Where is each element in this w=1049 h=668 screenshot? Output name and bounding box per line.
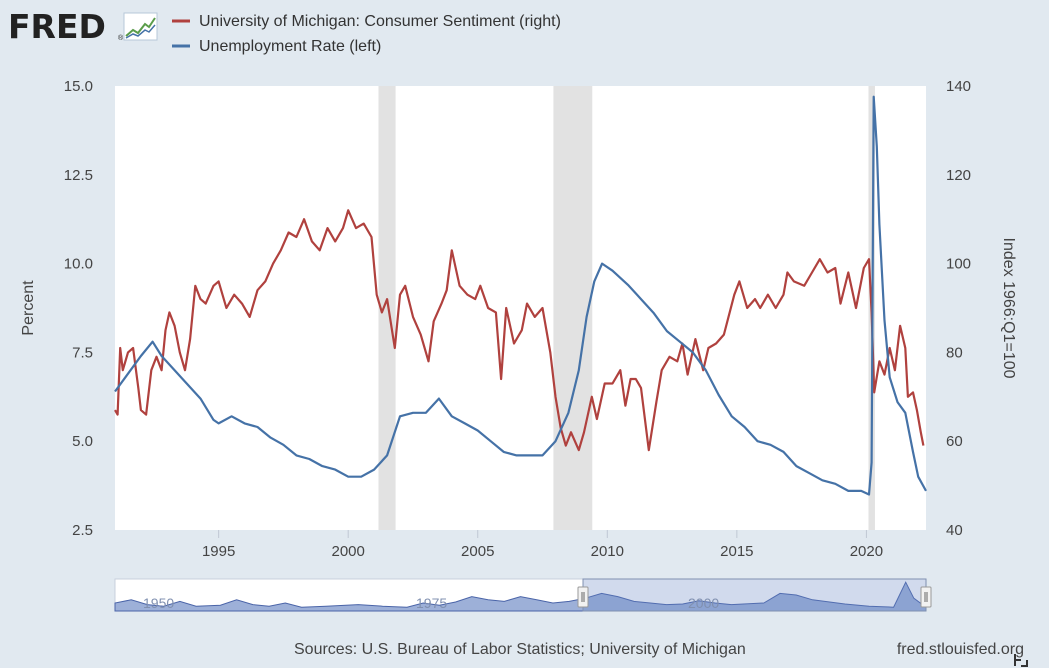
- navigator-selection[interactable]: [582, 578, 927, 612]
- trend-chart-icon: [123, 12, 158, 41]
- y-right-tick-label: 140: [946, 78, 971, 95]
- y-left-tick-label: 2.5: [72, 522, 93, 539]
- navigator-label: 1950: [143, 595, 174, 611]
- range-navigator[interactable]: 1950 1975 2000: [114, 578, 932, 612]
- x-tick-label: 1995: [202, 543, 235, 560]
- sources-text: Sources: U.S. Bureau of Labor Statistics…: [294, 641, 746, 658]
- site-link[interactable]: fred.stlouisfed.org: [897, 641, 1024, 658]
- x-tick-label: 2010: [591, 543, 624, 560]
- x-tick-label: 2020: [850, 543, 883, 560]
- navigator-label: 1975: [416, 595, 447, 611]
- y-right-tick-label: 60: [946, 433, 963, 450]
- y-left-axis-title: Percent: [20, 280, 37, 336]
- recession-band: [378, 86, 396, 530]
- consumer-sentiment-line: [114, 209, 925, 452]
- y-right-tick-label: 80: [946, 344, 963, 361]
- legend-label[interactable]: Unemployment Rate (left): [199, 38, 381, 55]
- navigator-handle-left[interactable]: [577, 586, 589, 608]
- recession-band: [553, 86, 593, 530]
- axes: 2.5 5.0 7.5 10.0 12.5 15.0 40 60 80 100 120 140 1995…: [20, 78, 1017, 560]
- x-tick-label: 2005: [461, 543, 494, 560]
- navigator-area: [114, 581, 927, 612]
- y-right-axis-title: Index 1966:Q1=100: [1000, 237, 1017, 378]
- x-tick-label: 2000: [332, 543, 365, 560]
- navigator-label: 2000: [688, 595, 719, 611]
- y-left-tick-label: 15.0: [64, 78, 93, 95]
- fred-logo-text: FRED: [8, 7, 106, 46]
- navigator-handle-right[interactable]: [920, 586, 932, 608]
- x-tick-label: 2015: [720, 543, 753, 560]
- fred-logo[interactable]: FRED ®: [8, 7, 158, 46]
- legend-label[interactable]: University of Michigan: Consumer Sentime…: [199, 13, 561, 30]
- y-left-tick-label: 5.0: [72, 433, 93, 450]
- y-left-tick-label: 12.5: [64, 167, 93, 184]
- y-right-tick-label: 120: [946, 167, 971, 184]
- y-left-tick-label: 10.0: [64, 256, 93, 273]
- registered-mark: ®: [118, 34, 124, 42]
- plot-area: [115, 86, 926, 530]
- y-right-tick-label: 40: [946, 522, 963, 539]
- y-left-tick-label: 7.5: [72, 344, 93, 361]
- fullscreen-icon[interactable]: [1014, 654, 1028, 667]
- series-lines: [114, 95, 927, 496]
- y-right-tick-label: 100: [946, 256, 971, 273]
- unemployment-rate-line: [114, 95, 927, 496]
- legend: University of Michigan: Consumer Sentime…: [172, 13, 561, 55]
